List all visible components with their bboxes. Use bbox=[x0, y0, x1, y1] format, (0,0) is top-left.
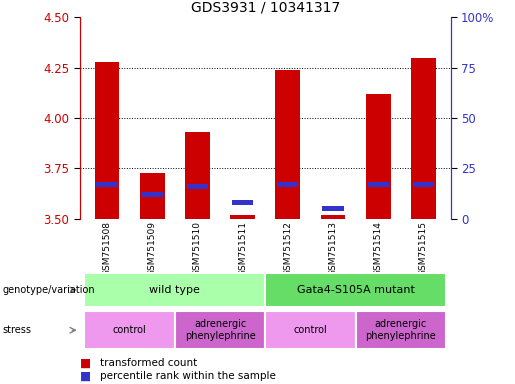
Bar bbox=[276, 70, 300, 219]
Text: ■: ■ bbox=[80, 370, 91, 383]
Title: GDS3931 / 10341317: GDS3931 / 10341317 bbox=[191, 1, 340, 15]
Bar bbox=[84, 273, 265, 307]
Text: control: control bbox=[294, 325, 328, 335]
Bar bbox=[95, 62, 119, 219]
Text: GSM751508: GSM751508 bbox=[102, 222, 111, 276]
Bar bbox=[84, 311, 175, 349]
Text: adrenergic
phenylephrine: adrenergic phenylephrine bbox=[366, 319, 436, 341]
Bar bbox=[366, 94, 391, 219]
Bar bbox=[185, 132, 210, 219]
Bar bbox=[356, 311, 446, 349]
Bar bbox=[187, 184, 208, 189]
Bar bbox=[321, 215, 346, 219]
Bar bbox=[265, 311, 356, 349]
Bar bbox=[96, 182, 117, 187]
Text: GSM751513: GSM751513 bbox=[329, 222, 337, 276]
Bar bbox=[277, 182, 298, 187]
Text: GSM751512: GSM751512 bbox=[283, 222, 293, 276]
Text: adrenergic
phenylephrine: adrenergic phenylephrine bbox=[185, 319, 255, 341]
Text: wild type: wild type bbox=[149, 285, 200, 295]
Bar bbox=[322, 206, 344, 211]
Text: transformed count: transformed count bbox=[100, 358, 198, 368]
Text: GSM751510: GSM751510 bbox=[193, 222, 202, 276]
Bar bbox=[413, 182, 434, 187]
Bar bbox=[175, 311, 265, 349]
Text: Gata4-S105A mutant: Gata4-S105A mutant bbox=[297, 285, 415, 295]
Text: GSM751511: GSM751511 bbox=[238, 222, 247, 276]
Bar bbox=[232, 200, 253, 205]
Text: genotype/variation: genotype/variation bbox=[3, 285, 95, 295]
Bar bbox=[230, 215, 255, 219]
Text: control: control bbox=[113, 325, 146, 335]
Bar bbox=[411, 58, 436, 219]
Text: GSM751514: GSM751514 bbox=[374, 222, 383, 276]
Bar bbox=[142, 192, 163, 197]
Bar bbox=[140, 172, 165, 219]
Text: GSM751509: GSM751509 bbox=[148, 222, 157, 276]
Bar bbox=[265, 273, 446, 307]
Text: GSM751515: GSM751515 bbox=[419, 222, 428, 276]
Text: percentile rank within the sample: percentile rank within the sample bbox=[100, 371, 277, 381]
Text: stress: stress bbox=[3, 325, 31, 335]
Text: ■: ■ bbox=[80, 356, 91, 369]
Bar bbox=[368, 182, 389, 187]
